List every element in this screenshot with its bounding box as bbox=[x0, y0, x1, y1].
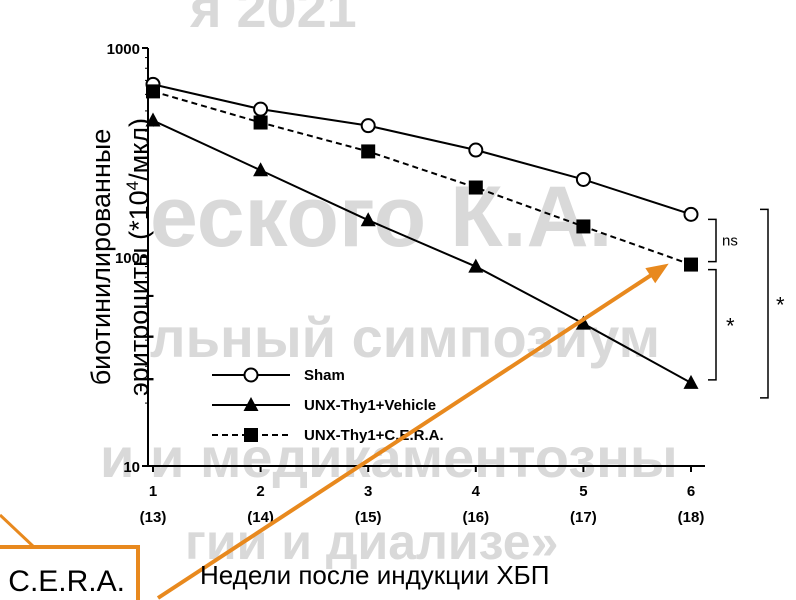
data-point-series-3 bbox=[576, 219, 591, 234]
y-tick-label: 10 bbox=[123, 459, 140, 476]
legend-marker-2 bbox=[243, 397, 259, 411]
x-tick-sublabel: (17) bbox=[570, 509, 597, 526]
cera-callout-box bbox=[0, 545, 140, 600]
x-tick-label: 2 bbox=[256, 483, 264, 500]
x-tick-label: 4 bbox=[472, 483, 481, 500]
x-axis-label: Недели после индукции ХБП bbox=[200, 560, 550, 590]
data-point-series-1 bbox=[468, 142, 484, 158]
x-tick-label: 5 bbox=[579, 483, 587, 500]
data-point-series-2 bbox=[468, 258, 484, 273]
y-axis-label-units: /мкл) bbox=[124, 117, 154, 181]
x-tick-sublabel: (14) bbox=[247, 509, 274, 526]
y-axis-label-line2: эритроциты (*10 bbox=[124, 190, 154, 397]
x-tick-label: 6 bbox=[687, 483, 695, 500]
y-tick-label: 1000 bbox=[107, 41, 140, 58]
significance-label-2: * bbox=[726, 314, 735, 339]
callout-arrow-line bbox=[156, 266, 664, 600]
series-line-3 bbox=[152, 90, 692, 266]
data-point-series-2 bbox=[145, 112, 161, 127]
y-axis-label: биотинилированные эритроциты (*104/мкл) bbox=[85, 7, 155, 507]
y-axis-label-line1: биотинилированные bbox=[86, 128, 116, 386]
data-point-series-2 bbox=[683, 374, 699, 389]
data-point-series-3 bbox=[468, 180, 483, 195]
x-tick-label: 3 bbox=[364, 483, 372, 500]
x-tick-sublabel: (13) bbox=[140, 509, 167, 526]
legend-label-1: Sham bbox=[304, 367, 345, 384]
x-tick-sublabel: (16) bbox=[462, 509, 489, 526]
x-tick-sublabel: (18) bbox=[678, 509, 705, 526]
y-axis-label-superscript: 4 bbox=[123, 180, 142, 191]
data-point-series-3 bbox=[146, 84, 160, 99]
legend-label-3: UNX-Thy1+C.E.R.A. bbox=[304, 427, 444, 444]
significance-label-1: ns bbox=[722, 232, 738, 249]
callout-tail-line bbox=[0, 513, 37, 550]
data-point-series-1 bbox=[360, 118, 376, 134]
significance-bracket-star-2 bbox=[760, 208, 769, 399]
legend-label-2: UNX-Thy1+Vehicle bbox=[304, 397, 436, 414]
data-point-series-1 bbox=[253, 101, 269, 117]
series-line-2 bbox=[152, 119, 692, 384]
data-point-series-2 bbox=[575, 315, 591, 330]
callout-arrow-head bbox=[645, 263, 669, 284]
data-point-series-1 bbox=[683, 206, 699, 222]
cera-callout-label: C.E.R.A. bbox=[8, 565, 125, 598]
y-tick-label: 100 bbox=[115, 250, 140, 267]
significance-bracket-ns bbox=[708, 218, 717, 263]
legend-marker-1 bbox=[243, 367, 259, 383]
data-point-series-1 bbox=[575, 171, 591, 187]
x-tick-sublabel: (15) bbox=[355, 509, 382, 526]
legend-marker-3 bbox=[244, 428, 258, 442]
data-point-series-3 bbox=[253, 115, 268, 130]
significance-label-3: * bbox=[776, 293, 785, 318]
series-line-1 bbox=[152, 83, 692, 216]
data-point-series-3 bbox=[361, 144, 376, 159]
significance-bracket-star-1 bbox=[708, 268, 717, 381]
data-point-series-2 bbox=[360, 212, 376, 227]
data-point-series-2 bbox=[253, 162, 269, 177]
x-tick-label: 1 bbox=[149, 483, 157, 500]
data-point-series-3 bbox=[684, 257, 698, 272]
